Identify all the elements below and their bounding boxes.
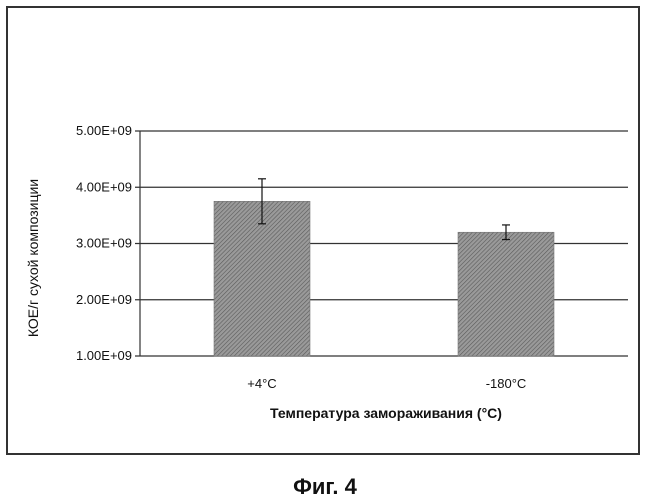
bar-chart: 1.00E+09 2.00E+09 3.00E+09 4.00E+09 5.00E+09… (0, 0, 650, 470)
x-axis-title: Температура замораживания (°C) (270, 405, 502, 421)
y-tick-label: 3.00E+09 (76, 236, 132, 251)
x-category-label: -180°C (486, 376, 527, 391)
y-axis-title: КОЕ/г сухой композиции (25, 179, 41, 337)
figure-caption: Фиг. 4 (0, 474, 650, 500)
bar (458, 232, 554, 356)
y-tick-label: 5.00E+09 (76, 123, 132, 138)
bar (214, 201, 310, 356)
bars (214, 179, 554, 356)
y-tick-label: 2.00E+09 (76, 292, 132, 307)
y-tick-label: 4.00E+09 (76, 179, 132, 194)
y-tick-label: 1.00E+09 (76, 348, 132, 363)
x-category-label: +4°C (247, 376, 276, 391)
